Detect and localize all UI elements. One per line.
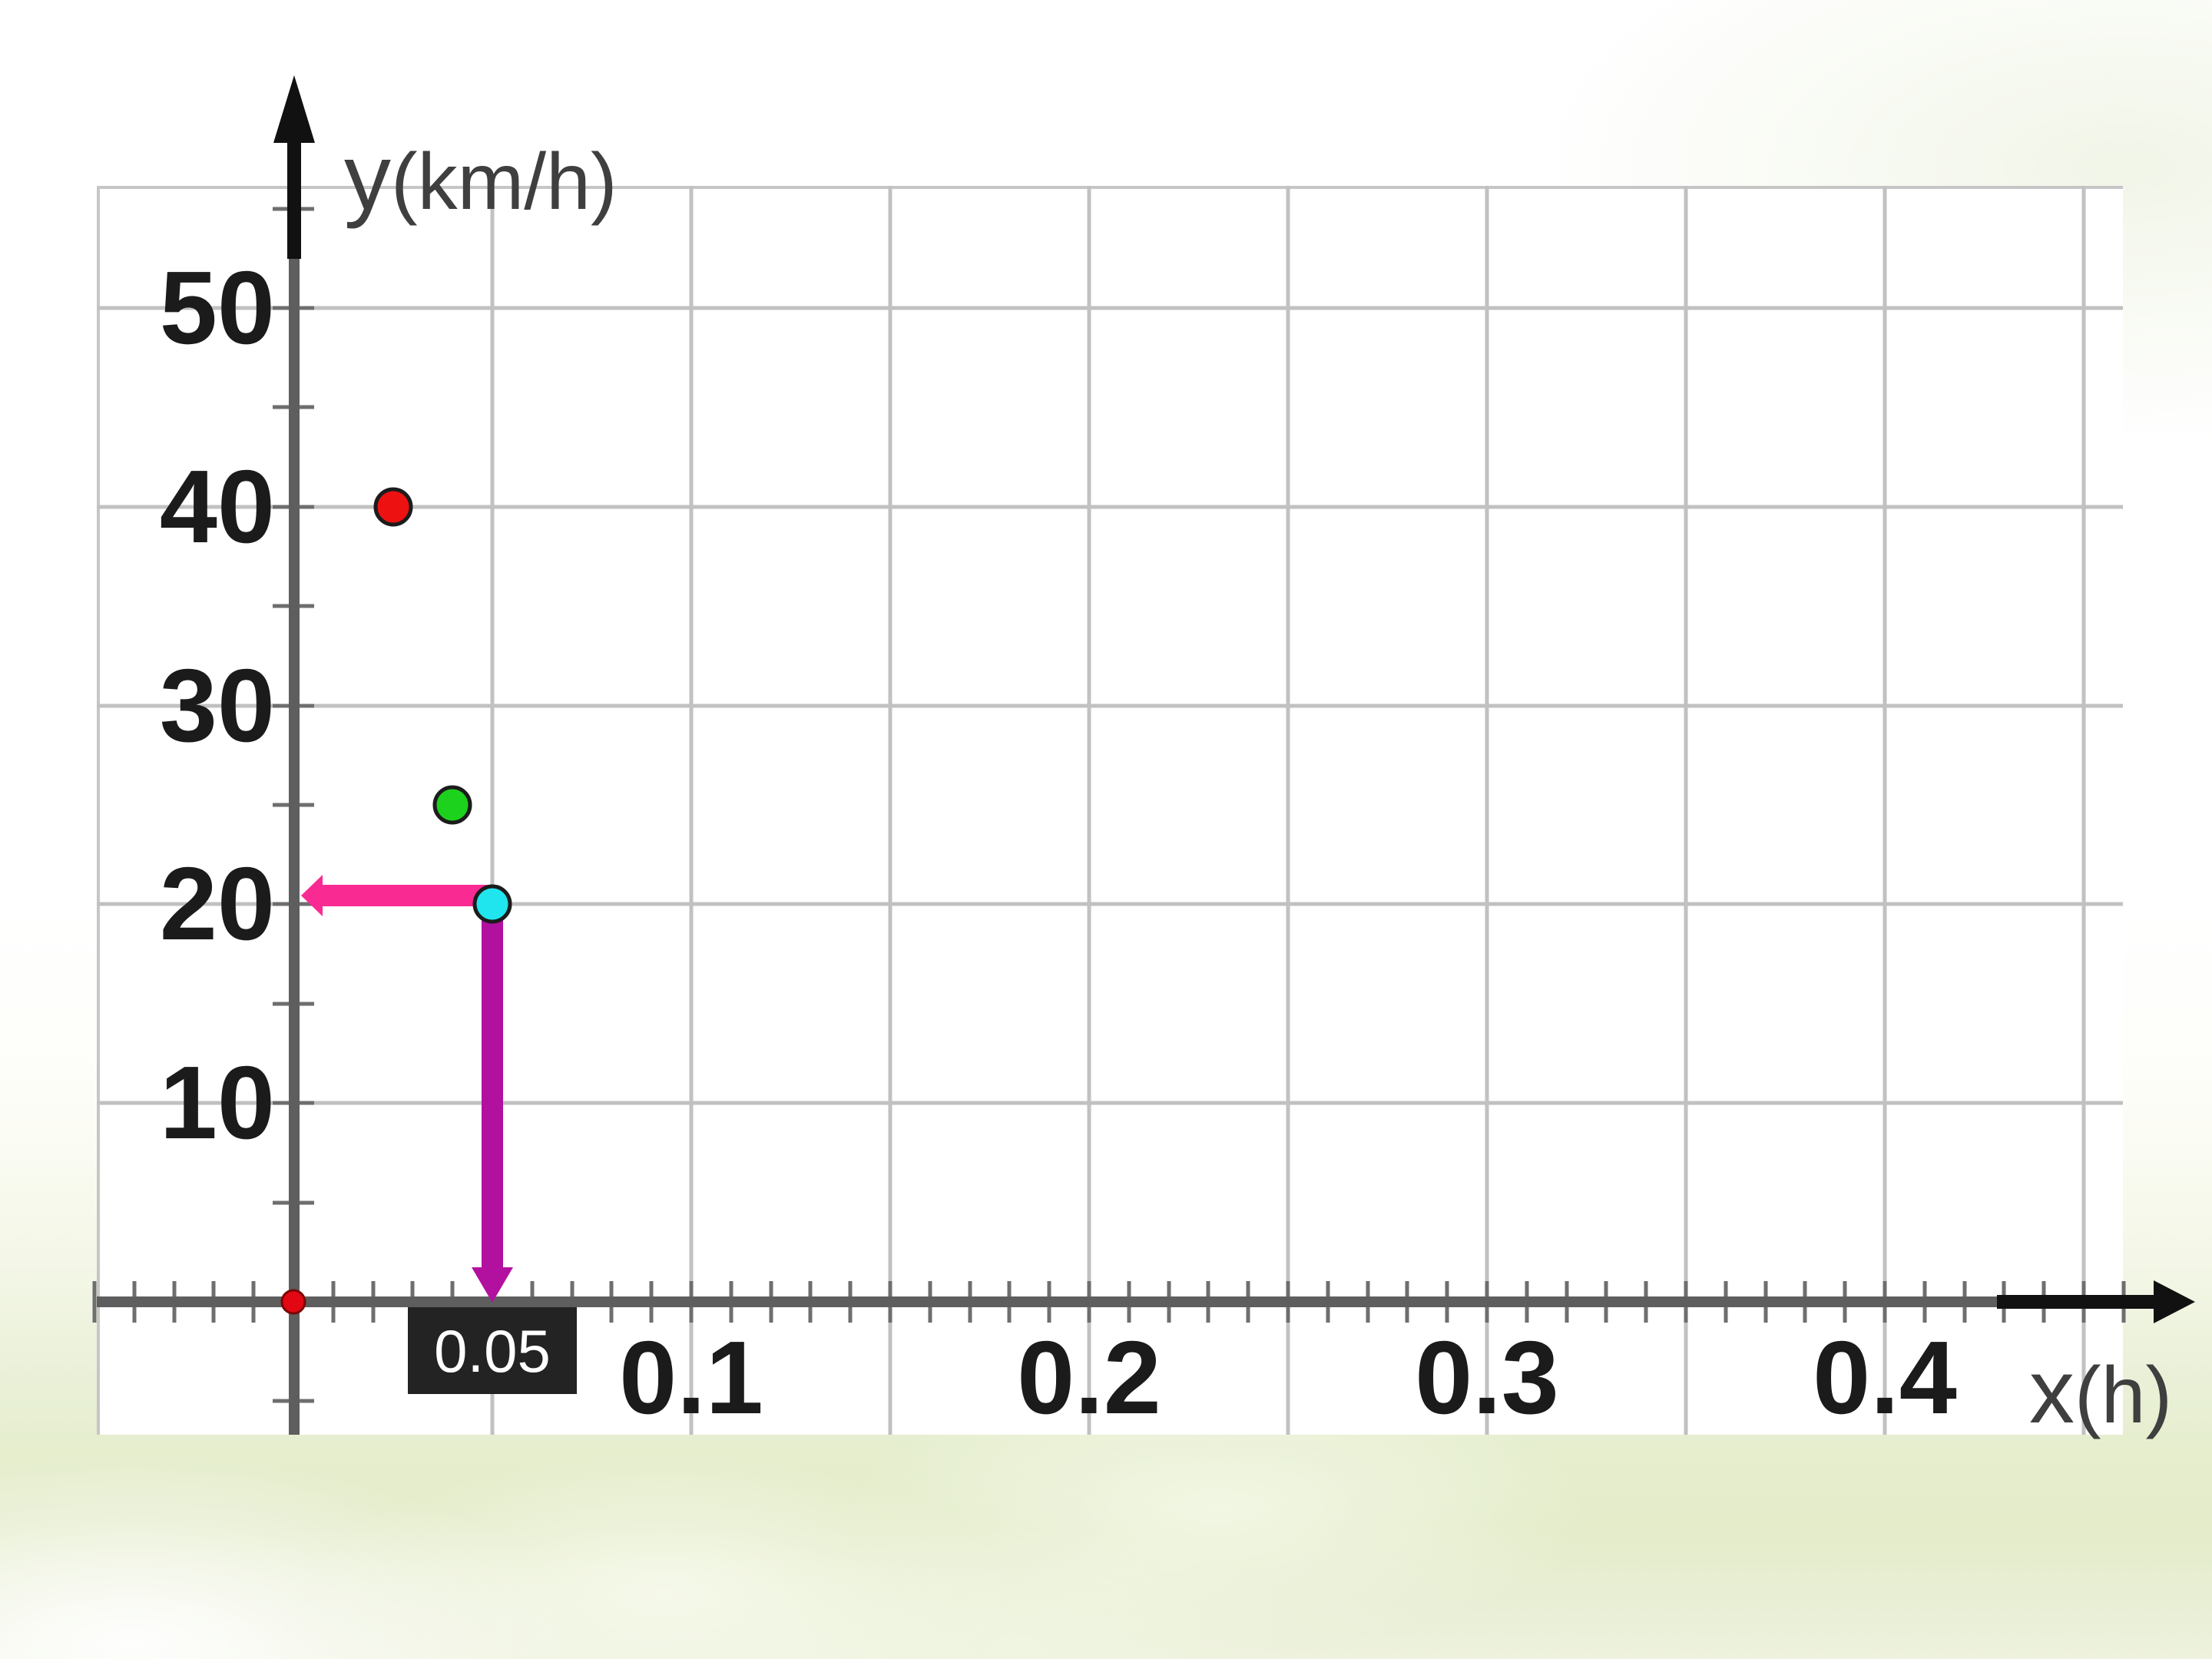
y-tick-label-30: 30 (160, 647, 275, 763)
x-tick-label-0.1: 0.1 (619, 1320, 763, 1435)
y-axis-title: y(km/h) (344, 124, 618, 229)
x-tick-label-0.4: 0.4 (1813, 1320, 1957, 1435)
data-point-cyan (472, 884, 512, 924)
x-tick-label-0.3: 0.3 (1415, 1320, 1559, 1435)
y-tick-label-40: 40 (160, 449, 275, 565)
x-value-highlight-box (408, 1307, 577, 1394)
y-axis-arrowhead-icon (273, 75, 315, 143)
x-tick-label-0.2: 0.2 (1017, 1320, 1161, 1435)
data-point-green (432, 785, 472, 825)
y-tick-label-50: 50 (160, 250, 275, 366)
down-arrowhead-icon (472, 1267, 513, 1303)
y-axis-bar (289, 143, 300, 1435)
y-tick-label-20: 20 (160, 846, 275, 962)
data-point-red (373, 487, 413, 527)
origin-point (280, 1289, 306, 1315)
vertical-annotation-arrow-shaft (482, 906, 503, 1267)
x-axis-bar (97, 1296, 2012, 1307)
x-axis-arrowhead-icon (2154, 1280, 2195, 1323)
x-axis-arrow-shaft (1997, 1295, 2158, 1309)
x-value-highlight-label: 0.05 (434, 1317, 551, 1385)
y-axis-arrow-shaft (287, 132, 301, 259)
horizontal-annotation-arrow-shaft (323, 885, 494, 906)
x-axis-title: x(h) (2029, 1341, 2172, 1442)
left-arrowhead-icon (301, 875, 323, 916)
y-tick-label-10: 10 (160, 1045, 275, 1161)
